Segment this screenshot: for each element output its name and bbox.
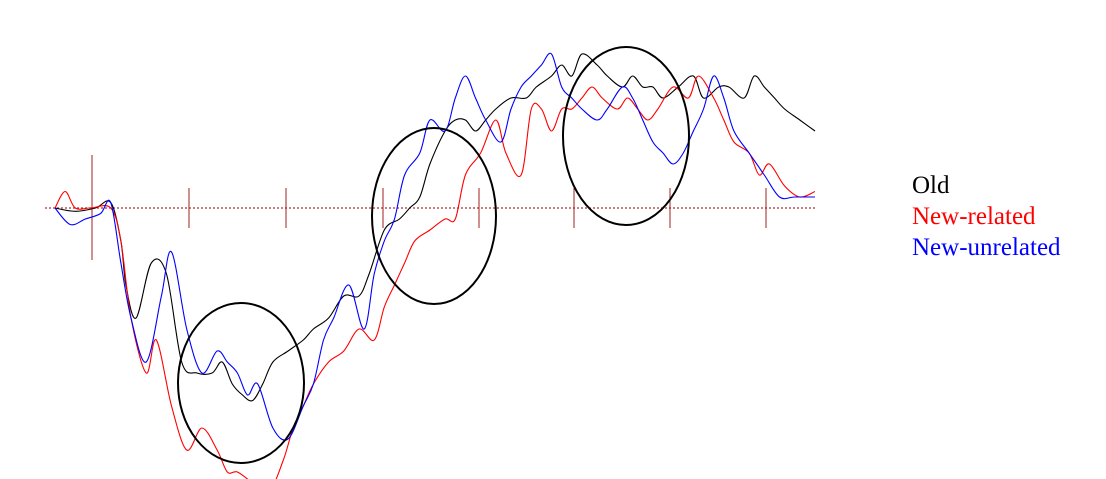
- legend-item-new-unrelated: New-unrelated: [912, 234, 1061, 261]
- highlight-ellipse-2: [371, 127, 497, 305]
- series-line-new-related: [54, 75, 816, 479]
- highlight-ellipse-3: [562, 46, 690, 226]
- series-line-old: [54, 53, 816, 402]
- series-line-new-unrelated: [54, 52, 815, 441]
- legend-item-old: Old: [912, 172, 950, 199]
- plot-area: [45, 46, 816, 479]
- legend: Old New-related New-unrelated: [912, 170, 1061, 263]
- legend-item-new-related: New-related: [912, 203, 1036, 230]
- highlight-ellipse-1: [177, 302, 305, 464]
